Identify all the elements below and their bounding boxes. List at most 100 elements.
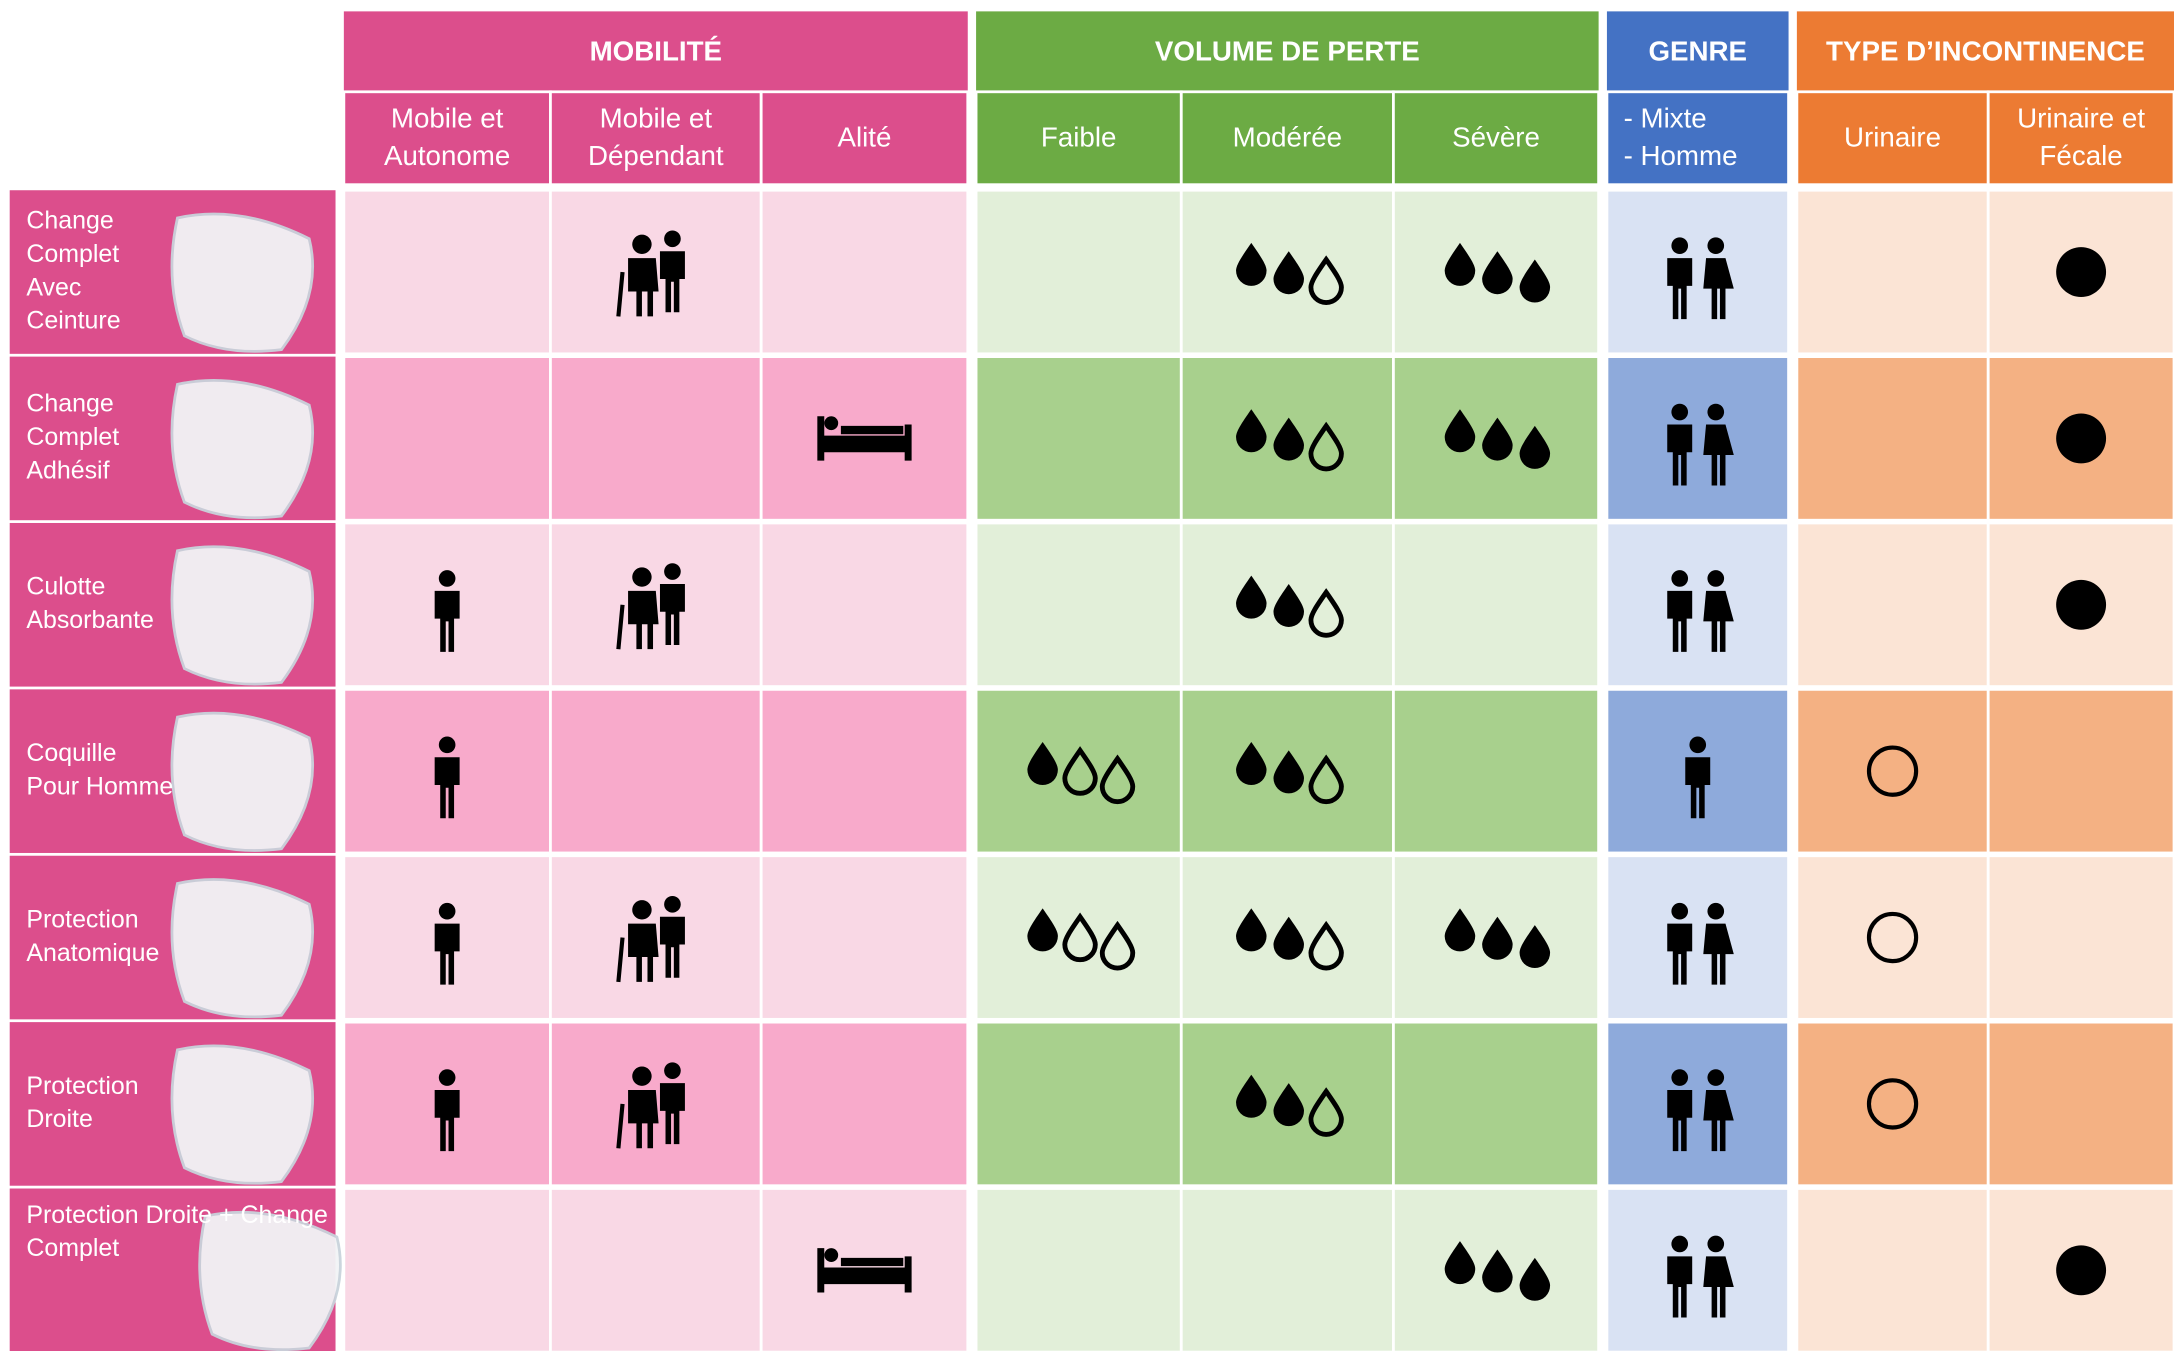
row-label: Anatomique [26, 939, 159, 967]
group-title: GENRE [1648, 35, 1747, 66]
row-label: Change [26, 390, 113, 418]
cell [550, 1188, 761, 1351]
cell [1797, 523, 1988, 687]
product-image [172, 380, 313, 517]
row-label: Absorbante [26, 606, 154, 634]
person-head [664, 563, 681, 580]
row-label: Complet [26, 1234, 119, 1262]
cell [1988, 856, 2174, 1020]
group-title: VOLUME DE PERTE [1155, 35, 1420, 66]
comparison-table: MOBILITÉMobile etAutonomeMobile etDépend… [0, 0, 2174, 1351]
product-image [172, 547, 313, 684]
cell [1988, 1022, 2174, 1186]
cell [1607, 523, 1789, 687]
person-head [632, 900, 651, 919]
person-head [1707, 237, 1724, 254]
row-label: Protection [26, 906, 138, 934]
product-image [172, 214, 313, 351]
cell [550, 689, 761, 853]
person-head [632, 1066, 651, 1085]
cell [1797, 190, 1988, 354]
row-label: Culotte [26, 573, 105, 601]
group-title: MOBILITÉ [590, 35, 722, 66]
row-label: Complet [26, 240, 119, 268]
row-label: Coquille [26, 739, 116, 767]
dot-icon [2056, 580, 2106, 630]
person-head [664, 230, 681, 247]
cell [761, 523, 968, 687]
person-head [1671, 404, 1688, 421]
cell [976, 1022, 1181, 1186]
person-head [1707, 903, 1724, 920]
dot-icon [2056, 1245, 2106, 1295]
cell [976, 357, 1181, 521]
cell-icon [2056, 1245, 2106, 1295]
column-title: Modérée [1233, 121, 1342, 152]
cell [761, 856, 968, 1020]
cell [1988, 689, 2174, 853]
person-head [1671, 1069, 1688, 1086]
column-title: Sévère [1452, 121, 1540, 152]
cell [1181, 1188, 1393, 1351]
cell [344, 357, 551, 521]
row-label: Droite [26, 1105, 93, 1133]
person-head [664, 896, 681, 913]
cell [344, 190, 551, 354]
person-head [1707, 404, 1724, 421]
person-head [1689, 737, 1706, 754]
dot-icon [2056, 247, 2106, 297]
cell [1393, 1022, 1598, 1186]
person-head [1671, 570, 1688, 587]
cell [1607, 1188, 1789, 1351]
column-title: Urinaire [1844, 121, 1941, 152]
cell [1797, 689, 1988, 853]
cell [1607, 190, 1789, 354]
row-label: Adhésif [26, 456, 109, 484]
person-head [439, 737, 456, 754]
row-label: Complet [26, 423, 119, 451]
row-label: Pour Homme [26, 772, 173, 800]
column-title: Autonome [384, 140, 510, 171]
column-title: - Mixte [1624, 103, 1707, 134]
product-image [172, 880, 313, 1017]
column-title: Fécale [2040, 140, 2123, 171]
cell [1607, 357, 1789, 521]
cell [1797, 1022, 1988, 1186]
person-head [1707, 570, 1724, 587]
row-label: Change [26, 207, 113, 235]
row-label: Ceinture [26, 307, 120, 335]
row-label: Protection [26, 1072, 138, 1100]
cell [761, 1022, 968, 1186]
cell [761, 689, 968, 853]
cell-icon [2056, 247, 2106, 297]
person-head [1671, 1236, 1688, 1253]
cell [1607, 856, 1789, 1020]
product-image [172, 713, 313, 850]
person-head [664, 1062, 681, 1079]
cell-icon [2056, 580, 2106, 630]
person-head [1671, 237, 1688, 254]
dot-icon [2056, 413, 2106, 463]
column-title: - Homme [1624, 140, 1738, 171]
cell [976, 1188, 1181, 1351]
cell [976, 190, 1181, 354]
column-title: Urinaire et [2017, 103, 2145, 134]
row-label: Protection Droite + Change [26, 1201, 328, 1229]
cell [1393, 523, 1598, 687]
person-head [632, 235, 651, 254]
cell [761, 190, 968, 354]
column-title: Alité [838, 121, 892, 152]
column-title: Faible [1041, 121, 1117, 152]
cell-icon [2056, 413, 2106, 463]
group-title: TYPE D’INCONTINENCE [1826, 35, 2145, 66]
person-head [632, 567, 651, 586]
cell [1797, 1188, 1988, 1351]
cell [344, 1188, 551, 1351]
cell [976, 856, 1181, 1020]
cell [550, 357, 761, 521]
cell [1607, 1022, 1789, 1186]
cell [1393, 689, 1598, 853]
person-head [1707, 1236, 1724, 1253]
person-head [439, 903, 456, 920]
cell [1797, 856, 1988, 1020]
